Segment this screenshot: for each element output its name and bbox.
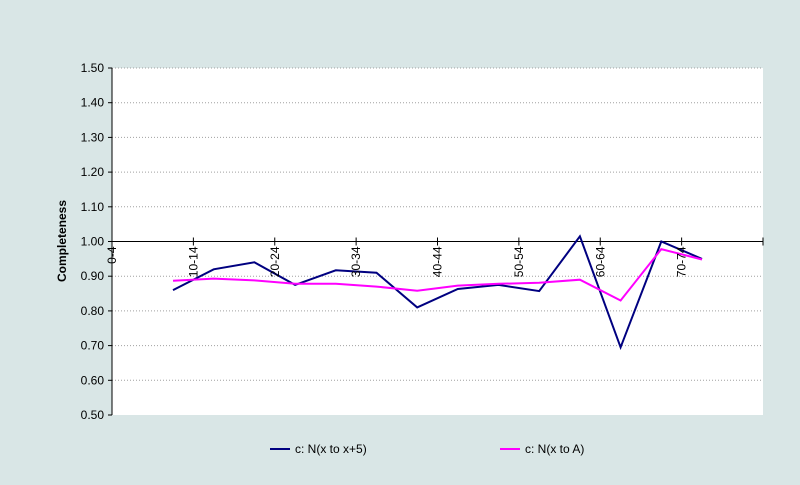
y-tick-label: 0.90 [81, 269, 105, 283]
legend: c: N(x to x+5) c: N(x to A) [270, 442, 584, 456]
x-tick-label: 40-44 [431, 246, 445, 277]
legend-label-2: c: N(x to A) [525, 442, 584, 456]
y-axis-title: Completeness [55, 200, 69, 282]
y-tick-label: 1.40 [81, 96, 105, 110]
legend-label-1: c: N(x to x+5) [295, 442, 367, 456]
axis-labels: 0.50 0.60 0.70 0.80 0.90 1.00 1.10 1.20 1.30 1.40… [81, 61, 689, 422]
x-tick-label: 30-34 [349, 246, 363, 277]
y-tick-label: 1.30 [81, 130, 105, 144]
series-line-1 [172, 234, 703, 351]
y-tick-label: 0.50 [81, 408, 105, 422]
y-tick-label: 0.60 [81, 373, 105, 387]
y-tick-label: 1.50 [81, 61, 105, 75]
x-tick-label: 0-4 [105, 246, 119, 264]
y-tick-label: 1.20 [81, 165, 105, 179]
x-tick-label: 70-74 [675, 246, 689, 277]
series-lines [172, 234, 703, 351]
x-tick-label: 10-14 [186, 246, 200, 277]
x-tick-label: 60-64 [593, 246, 607, 277]
y-tick-label: 0.80 [81, 304, 105, 318]
x-tick-label: 20-24 [268, 246, 282, 277]
x-tick-label: 50-54 [512, 246, 526, 277]
axes [108, 67, 764, 416]
y-tick-label: 0.70 [81, 339, 105, 353]
y-tick-label: 1.10 [81, 200, 105, 214]
series-line-2 [172, 247, 703, 302]
y-tick-label: 1.00 [81, 235, 105, 249]
